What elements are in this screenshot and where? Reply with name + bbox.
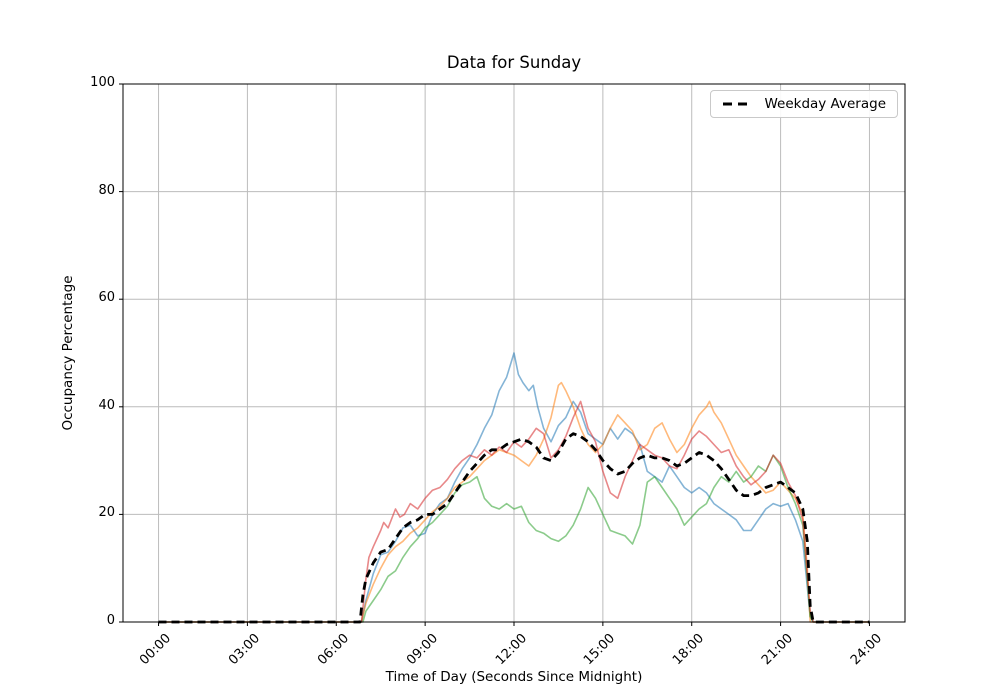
y-tick-label: 100 — [90, 75, 115, 90]
y-tick-label: 20 — [98, 505, 115, 521]
series-line-sunday-sample-4 — [158, 400, 870, 623]
legend-label: Weekday Average — [764, 96, 886, 112]
legend: Weekday Average — [710, 90, 898, 118]
y-tick-label: 60 — [98, 290, 115, 306]
y-tick-label: 80 — [98, 182, 115, 198]
series-line-sunday-sample-2 — [158, 381, 870, 623]
chart-title: Data for Sunday — [446, 53, 582, 72]
x-axis-label: Time of Day (Seconds Since Midnight) — [385, 669, 643, 685]
y-tick-label: 40 — [98, 397, 115, 413]
dashed-line-icon — [723, 102, 754, 106]
y-tick-label: 0 — [106, 613, 115, 628]
